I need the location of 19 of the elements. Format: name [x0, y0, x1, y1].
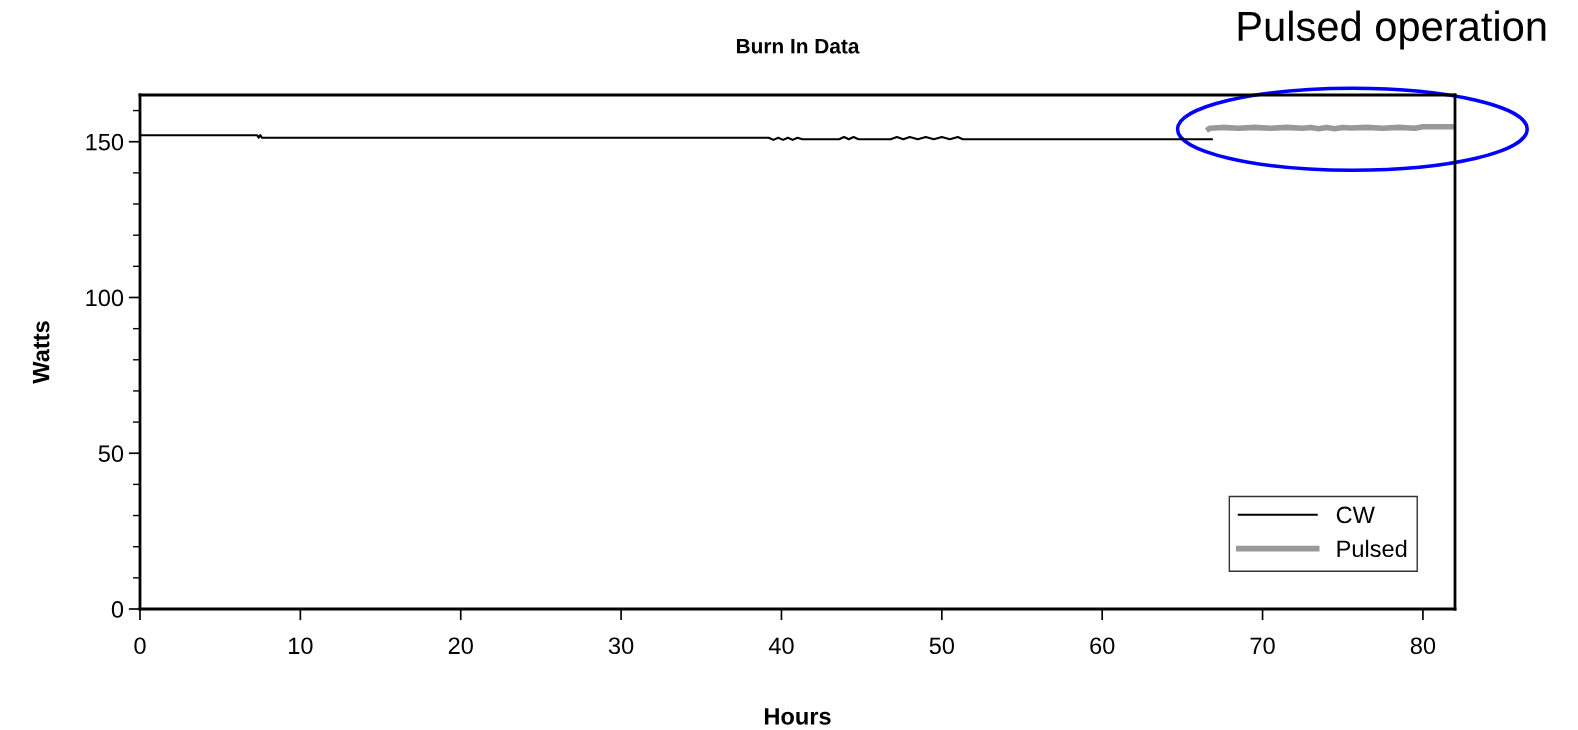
x-tick-label: 20: [448, 637, 473, 655]
x-tick-label: 40: [768, 637, 794, 655]
chart-title: Burn In Data: [736, 39, 860, 54]
annotation: Pulsed operation: [1238, 10, 1546, 50]
x-tick-label: 80: [1410, 637, 1436, 655]
legend-label: CW: [1336, 506, 1375, 524]
y-axis-title: Watts: [32, 321, 50, 384]
y-tick-label: 150: [86, 133, 124, 151]
legend-label: Pulsed: [1337, 539, 1407, 558]
x-axis-title: Hours: [764, 708, 831, 725]
x-tick-label: 30: [608, 637, 634, 655]
x-tick-label: 0: [134, 637, 146, 655]
y-tick-label: 100: [86, 289, 124, 307]
y-tick-label: 50: [98, 445, 124, 463]
x-tick-label: 50: [929, 637, 955, 655]
y-tick-label: 0: [111, 601, 124, 618]
x-tick-label: 10: [289, 637, 313, 655]
x-tick-label: 70: [1250, 637, 1275, 655]
x-tick-label: 60: [1090, 637, 1115, 655]
